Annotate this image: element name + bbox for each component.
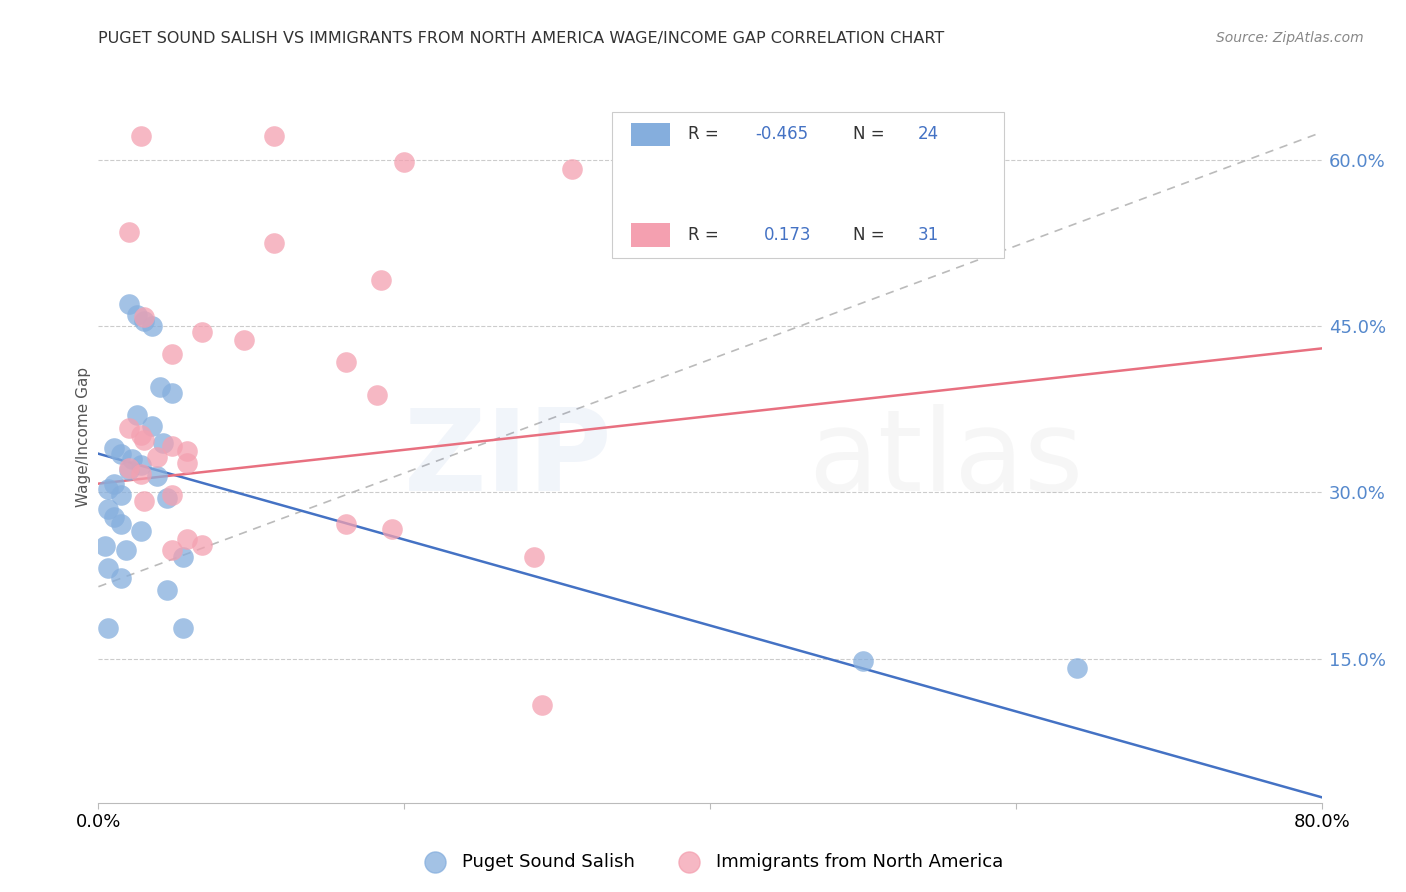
- Point: [191, 538, 214, 552]
- Text: Source: ZipAtlas.com: Source: ZipAtlas.com: [1216, 31, 1364, 45]
- Point: [172, 621, 194, 635]
- Point: [160, 488, 183, 502]
- Point: [366, 388, 388, 402]
- Point: [134, 310, 156, 325]
- Y-axis label: Wage/Income Gap: Wage/Income Gap: [76, 367, 91, 508]
- Point: [370, 273, 392, 287]
- Point: [160, 347, 183, 361]
- Point: [118, 461, 141, 475]
- Point: [97, 621, 120, 635]
- Text: N =: N =: [853, 125, 890, 144]
- Point: [1066, 660, 1088, 674]
- Point: [160, 385, 183, 400]
- Legend: Puget Sound Salish, Immigrants from North America: Puget Sound Salish, Immigrants from Nort…: [409, 846, 1011, 878]
- Point: [121, 452, 143, 467]
- Point: [93, 539, 115, 553]
- Point: [176, 444, 198, 458]
- Point: [103, 441, 125, 455]
- Point: [392, 155, 416, 169]
- Point: [160, 439, 183, 453]
- Point: [118, 297, 141, 311]
- Point: [191, 325, 214, 339]
- Point: [115, 543, 138, 558]
- Text: N =: N =: [853, 227, 890, 244]
- Point: [561, 161, 583, 176]
- Bar: [630, 122, 669, 146]
- Point: [263, 236, 285, 251]
- Point: [97, 561, 120, 575]
- Point: [134, 314, 156, 328]
- Point: [97, 502, 120, 516]
- Point: [176, 456, 198, 470]
- Point: [530, 698, 553, 713]
- Text: 31: 31: [918, 227, 939, 244]
- Point: [156, 491, 179, 505]
- Point: [110, 488, 132, 502]
- Point: [125, 308, 148, 322]
- Text: R =: R =: [688, 125, 724, 144]
- Text: atlas: atlas: [808, 403, 1083, 515]
- Point: [381, 522, 404, 536]
- Point: [103, 476, 125, 491]
- Point: [149, 380, 172, 394]
- Point: [134, 434, 156, 448]
- FancyBboxPatch shape: [612, 112, 1004, 258]
- Point: [134, 494, 156, 508]
- Text: R =: R =: [688, 227, 724, 244]
- Point: [110, 516, 132, 531]
- Text: 0.173: 0.173: [763, 227, 811, 244]
- Point: [125, 408, 148, 422]
- Point: [129, 458, 152, 472]
- Point: [97, 482, 120, 496]
- Point: [335, 516, 357, 531]
- Point: [852, 654, 875, 668]
- Point: [129, 524, 152, 539]
- Point: [176, 532, 198, 546]
- Point: [232, 333, 254, 347]
- Text: -0.465: -0.465: [755, 125, 808, 144]
- Point: [156, 582, 179, 597]
- Text: 24: 24: [918, 125, 939, 144]
- Point: [335, 355, 357, 369]
- Point: [118, 421, 141, 435]
- Point: [129, 428, 152, 442]
- Text: PUGET SOUND SALISH VS IMMIGRANTS FROM NORTH AMERICA WAGE/INCOME GAP CORRELATION : PUGET SOUND SALISH VS IMMIGRANTS FROM NO…: [98, 31, 945, 46]
- Point: [110, 571, 132, 585]
- Point: [145, 468, 167, 483]
- Point: [103, 509, 125, 524]
- Point: [263, 128, 285, 143]
- Point: [523, 549, 546, 564]
- Point: [118, 463, 141, 477]
- Point: [160, 543, 183, 558]
- Point: [145, 450, 167, 464]
- Point: [129, 467, 152, 481]
- Point: [141, 319, 163, 334]
- Point: [129, 128, 152, 143]
- Point: [141, 419, 163, 434]
- Text: ZIP: ZIP: [404, 403, 612, 515]
- Point: [152, 435, 174, 450]
- Point: [110, 447, 132, 461]
- Point: [172, 549, 194, 564]
- Point: [118, 225, 141, 239]
- Bar: [630, 224, 669, 247]
